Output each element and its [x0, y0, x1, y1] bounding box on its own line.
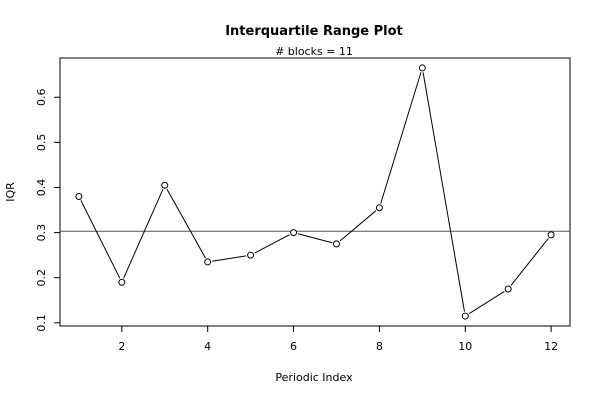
data-point — [75, 193, 83, 201]
data-point — [161, 181, 169, 189]
y-tick-label: 0.6 — [35, 89, 48, 107]
x-tick-label: 12 — [544, 340, 558, 353]
series-layer — [75, 64, 555, 320]
x-tick-label: 10 — [458, 340, 472, 353]
data-point — [332, 240, 340, 248]
plot-area — [59, 57, 571, 327]
data-point — [204, 258, 212, 266]
x-axis: 2 4 6 8 10 12 — [118, 325, 558, 353]
x-tick-label: 8 — [376, 340, 383, 353]
y-tick-label: 0.1 — [35, 314, 48, 332]
series-segment — [468, 290, 505, 315]
series-segment — [297, 233, 333, 244]
data-point — [118, 278, 126, 286]
x-tick-label: 4 — [204, 340, 211, 353]
y-tick-label: 0.5 — [35, 134, 48, 152]
chart-title: Interquartile Range Plot — [225, 24, 403, 39]
series-segment — [510, 238, 549, 286]
series-segment — [166, 188, 206, 259]
data-point — [247, 251, 255, 259]
series-segment — [422, 72, 465, 312]
series-segment — [380, 72, 422, 204]
chart-subtitle: # blocks = 11 — [275, 45, 353, 58]
series-segment — [80, 200, 121, 279]
y-tick-label: 0.4 — [35, 179, 48, 197]
data-point — [461, 312, 469, 320]
data-point — [547, 231, 555, 239]
y-tick-label: 0.2 — [35, 269, 48, 287]
series-segment — [339, 210, 377, 242]
data-point — [375, 204, 383, 212]
data-point — [418, 64, 426, 72]
x-axis-label: Periodic Index — [275, 371, 353, 384]
y-axis: 0.1 0.2 0.3 0.4 0.5 0.6 — [35, 89, 61, 332]
series-segment — [212, 255, 247, 262]
data-point — [290, 229, 298, 237]
series-segment — [123, 189, 164, 279]
y-axis-label: IQR — [4, 182, 17, 202]
data-point — [504, 285, 512, 293]
x-tick-label: 6 — [290, 340, 297, 353]
x-tick-label: 2 — [118, 340, 125, 353]
y-tick-label: 0.3 — [35, 224, 48, 242]
series-segment — [254, 234, 290, 254]
